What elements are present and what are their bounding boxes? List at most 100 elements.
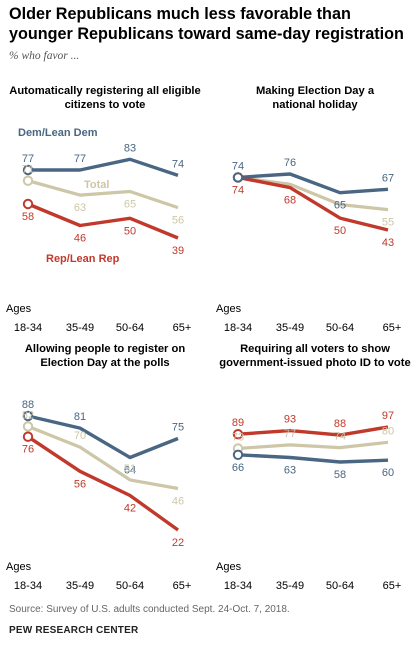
data-label-total: 65 — [124, 199, 136, 211]
data-label-dem: 88 — [22, 399, 34, 411]
panel-title-line: Allowing people to register on — [25, 343, 186, 355]
data-label-dem: 63 — [284, 465, 296, 477]
data-label-rep: 74 — [232, 184, 244, 196]
data-label-rep: 89 — [232, 417, 244, 429]
series-line-total — [237, 440, 389, 451]
series-start-marker-dem — [22, 410, 34, 422]
panel-photo-id: Requiring all voters to show government-i… — [216, 343, 411, 592]
data-label-total: 73 — [232, 432, 244, 444]
panel-title-line: Election Day at the polls — [40, 357, 169, 369]
data-label-total: 77 — [284, 428, 296, 440]
x-tick-label: 50-64 — [116, 322, 144, 334]
data-label-dem: 60 — [382, 467, 394, 479]
x-tick-label: 65+ — [173, 580, 192, 592]
data-label-dem: 75 — [172, 422, 184, 434]
x-tick-label: 18-34 — [224, 580, 252, 592]
data-label-dem: 58 — [334, 469, 346, 481]
data-label-total: 51 — [124, 463, 136, 475]
brand-logo-text: PEW RESEARCH CENTER — [9, 625, 139, 636]
series-line-dem — [27, 414, 179, 460]
x-tick-label: 18-34 — [14, 580, 42, 592]
data-label-total: 63 — [74, 202, 86, 214]
series-line-total — [27, 424, 179, 491]
series-line-dem — [28, 157, 179, 178]
panel-election-holiday: Making Election Day a national holiday 74 7… — [216, 85, 401, 334]
x-tick-label: 65+ — [173, 322, 192, 334]
x-tick-label: 50-64 — [116, 580, 144, 592]
data-label-rep: 42 — [124, 503, 136, 515]
data-label-dem: 66 — [232, 462, 244, 474]
data-label-rep: 97 — [382, 410, 394, 422]
series-name-rep: Rep/Lean Rep — [46, 253, 120, 265]
data-label-rep: 58 — [22, 211, 34, 223]
x-tick-label: 35-49 — [66, 322, 94, 334]
data-label-total: 70 — [74, 430, 86, 442]
series-line-total — [27, 179, 179, 210]
series-line-dem — [237, 453, 389, 464]
data-label-rep: 43 — [382, 237, 394, 249]
x-tick-label: 50-64 — [326, 580, 354, 592]
data-label-dem: 77 — [22, 153, 34, 165]
data-label-rep: 56 — [74, 478, 86, 490]
series-line-rep — [237, 425, 389, 437]
data-label-dem: 76 — [284, 157, 296, 169]
data-label-dem: 83 — [124, 142, 136, 154]
series-line-dem — [237, 172, 389, 195]
data-label-dem: 74 — [172, 158, 184, 170]
data-label-rep: 39 — [172, 245, 184, 257]
panel-title-line: citizens to vote — [65, 99, 146, 111]
panel-title-line: Making Election Day a — [256, 85, 375, 97]
data-label-rep: 93 — [284, 414, 296, 426]
x-tick-label: 35-49 — [66, 580, 94, 592]
data-label-total: 56 — [172, 215, 184, 227]
series-start-marker-dem — [232, 449, 244, 461]
data-label-total: 55 — [382, 217, 394, 229]
data-label-rep: 68 — [284, 195, 296, 207]
data-label-dem: 67 — [382, 172, 394, 184]
data-label-rep: 22 — [172, 537, 184, 549]
x-axis-label: Ages — [6, 561, 32, 573]
panel-title-line: national holiday — [272, 99, 358, 111]
panel-title-line: Requiring all voters to show — [240, 343, 390, 355]
data-label-rep: 50 — [334, 225, 346, 237]
series-start-marker-dem — [232, 172, 244, 183]
data-label-dem: 65 — [334, 200, 346, 212]
data-label-total: 46 — [172, 496, 184, 508]
series-start-marker-rep — [22, 198, 34, 210]
series-name-dem: Dem/Lean Dem — [18, 127, 98, 139]
x-axis-label: Ages — [216, 303, 242, 315]
series-start-marker-rep — [22, 431, 34, 442]
data-label-rep: 46 — [74, 233, 86, 245]
chart-subtitle: % who favor ... — [9, 50, 80, 62]
x-tick-label: 18-34 — [14, 322, 42, 334]
series-start-marker-total — [22, 421, 34, 432]
panel-same-day-registration: Allowing people to register on Election D… — [6, 343, 192, 592]
x-tick-label: 35-49 — [276, 580, 304, 592]
series-start-marker-dem — [22, 164, 34, 176]
data-label-dem: 64 — [124, 465, 136, 477]
x-tick-label: 18-34 — [224, 322, 252, 334]
x-tick-label: 65+ — [383, 580, 402, 592]
data-label-dem: 77 — [74, 153, 86, 165]
data-label-total: 80 — [382, 425, 394, 437]
data-label-rep: 76 — [22, 444, 34, 456]
series-start-marker-rep — [232, 429, 244, 440]
series-line-rep — [27, 435, 179, 532]
x-axis-label: Ages — [216, 561, 242, 573]
data-label-dem: 81 — [74, 411, 86, 423]
series-start-marker-total — [22, 175, 34, 186]
data-label-total: 74 — [334, 431, 346, 443]
series-line-rep — [27, 202, 179, 240]
page-title: Older Republicans much less favorable th… — [9, 5, 404, 43]
x-tick-label: 50-64 — [326, 322, 354, 334]
x-axis-label: Ages — [6, 303, 32, 315]
data-label-dem: 74 — [232, 160, 244, 172]
data-label-rep: 88 — [334, 418, 346, 430]
x-tick-label: 35-49 — [276, 322, 304, 334]
panel-title-line: government-issued photo ID to vote — [219, 357, 410, 369]
series-line-rep — [237, 175, 389, 232]
source-note: Source: Survey of U.S. adults conducted … — [9, 604, 290, 615]
data-label-total: 71 — [22, 164, 34, 176]
data-label-total: 82 — [22, 409, 34, 421]
data-label-rep: 50 — [124, 225, 136, 237]
